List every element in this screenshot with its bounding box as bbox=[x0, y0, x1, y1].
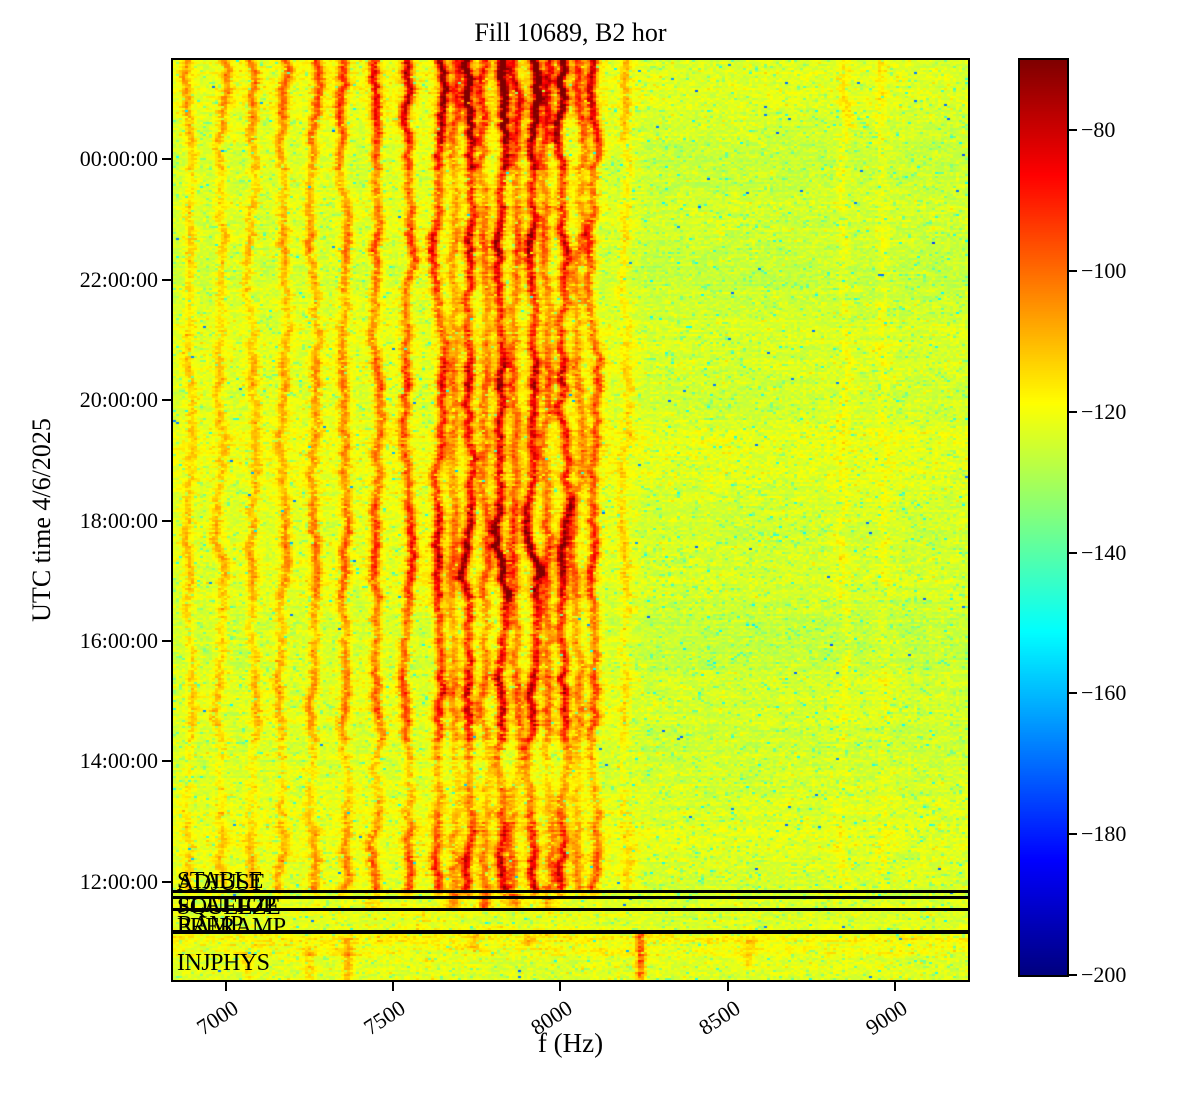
colorbar-tick bbox=[1069, 270, 1077, 273]
beam-mode-hline bbox=[173, 895, 968, 899]
colorbar-tick-label: −160 bbox=[1081, 680, 1127, 706]
beam-mode-label: RAMP bbox=[177, 912, 244, 939]
colorbar-tick-label: −80 bbox=[1081, 117, 1116, 143]
spectrogram-canvas bbox=[173, 60, 968, 980]
chart-title: Fill 10689, B2 hor bbox=[474, 18, 667, 47]
colorbar-tick bbox=[1069, 974, 1077, 976]
colorbar-tick-label: −120 bbox=[1081, 398, 1127, 424]
beam-mode-label: INJPHYS bbox=[177, 950, 270, 977]
y-tick bbox=[162, 158, 171, 161]
y-tick bbox=[162, 640, 171, 643]
colorbar-tick-label: −140 bbox=[1081, 539, 1127, 565]
x-tick bbox=[392, 982, 395, 991]
x-tick bbox=[726, 982, 729, 991]
beam-mode-label: STABLE bbox=[177, 867, 263, 894]
y-tick bbox=[162, 519, 171, 522]
colorbar-tick-label: −100 bbox=[1081, 258, 1127, 284]
x-tick bbox=[894, 982, 897, 991]
beam-mode-label: PRERAMP bbox=[177, 914, 286, 941]
colorbar-tick bbox=[1069, 833, 1077, 836]
beam-mode-label: FLATTOP bbox=[177, 892, 276, 919]
x-tick bbox=[224, 982, 227, 991]
y-tick-label: 12:00:00 bbox=[79, 868, 158, 894]
y-tick-label: 00:00:00 bbox=[79, 146, 158, 172]
y-tick bbox=[162, 278, 171, 281]
colorbar-tick-label: −200 bbox=[1081, 962, 1127, 987]
y-tick-label: 18:00:00 bbox=[79, 507, 158, 533]
y-tick bbox=[162, 880, 171, 883]
y-tick-label: 16:00:00 bbox=[79, 628, 158, 654]
x-tick bbox=[559, 982, 562, 991]
colorbar-tick bbox=[1069, 551, 1077, 554]
y-tick-label: 14:00:00 bbox=[79, 748, 158, 774]
y-tick-label: 20:00:00 bbox=[79, 387, 158, 413]
colorbar-tick-label: −180 bbox=[1081, 821, 1127, 847]
y-tick bbox=[162, 760, 171, 763]
colorbar-tick bbox=[1069, 410, 1077, 413]
y-tick-label: 22:00:00 bbox=[79, 266, 158, 292]
colorbar bbox=[1018, 58, 1069, 977]
beam-mode-hline bbox=[173, 929, 968, 934]
beam-mode-label: SQUEEZE bbox=[177, 894, 281, 921]
colorbar-canvas bbox=[1020, 60, 1067, 975]
colorbar-tick bbox=[1069, 129, 1077, 132]
beam-mode-hline bbox=[173, 889, 968, 893]
beam-mode-hline bbox=[173, 908, 968, 912]
y-tick bbox=[162, 399, 171, 402]
colorbar-tick bbox=[1069, 692, 1077, 695]
plot-area bbox=[171, 58, 970, 982]
x-axis-label: f (Hz) bbox=[537, 1028, 604, 1058]
beam-mode-label: ADJUST bbox=[177, 869, 264, 896]
